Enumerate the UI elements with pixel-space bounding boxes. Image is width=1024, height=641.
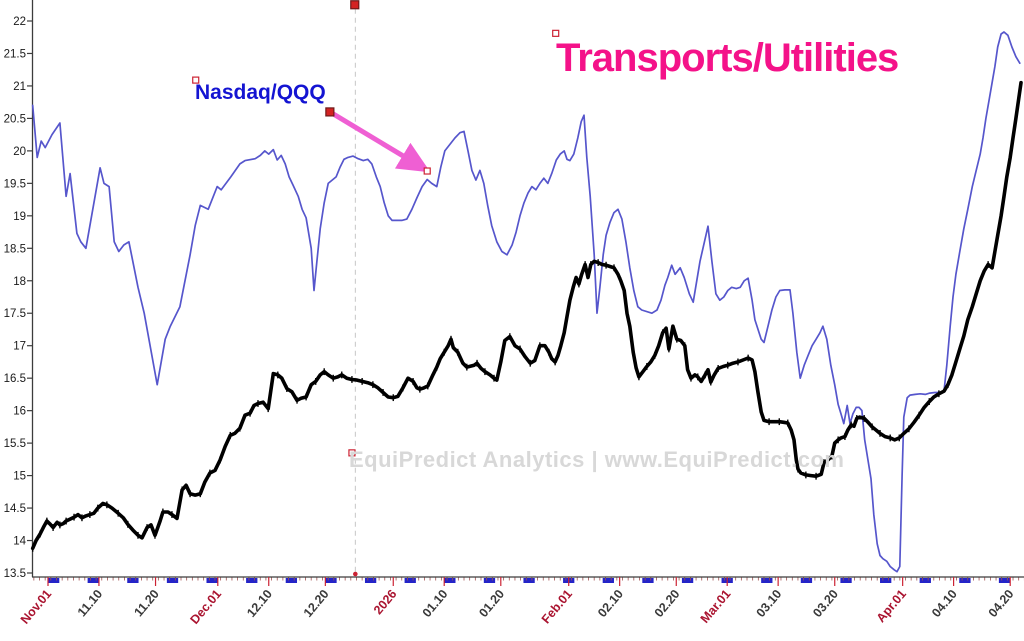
weekend-band <box>48 578 60 583</box>
weekend-band <box>919 578 931 583</box>
x-tick-label: 2026 <box>371 587 400 617</box>
x-tick-label: 12.10 <box>244 587 275 620</box>
y-tick-label: 21 <box>13 81 26 93</box>
weekend-band <box>642 578 654 583</box>
y-tick-label: 18.5 <box>4 243 26 255</box>
annotation-handle[interactable] <box>348 449 356 457</box>
weekend-band <box>166 578 179 583</box>
weekend-band <box>880 578 892 583</box>
y-tick-label: 15.5 <box>4 438 26 450</box>
x-tick-label: 04.10 <box>929 587 960 620</box>
weekend-band <box>840 578 852 583</box>
weekend-band <box>364 578 377 583</box>
y-tick-label: 22 <box>13 16 26 28</box>
transports-utilities-line <box>30 80 1023 551</box>
vline-bottom-handle[interactable] <box>353 571 358 577</box>
weekend-band <box>681 578 694 583</box>
weekend-band <box>483 578 496 583</box>
y-tick-label: 17 <box>13 341 26 353</box>
weekend-band <box>404 578 416 583</box>
weekend-band <box>246 578 258 583</box>
weekend-band <box>602 578 614 583</box>
watermark: EquiPredict Analytics | www.EquiPredict.… <box>349 447 845 472</box>
weekend-band <box>761 578 773 583</box>
x-tick-label: 01.10 <box>420 587 451 620</box>
annotation-handle[interactable] <box>423 167 431 175</box>
x-tick-label: 12.20 <box>301 587 332 620</box>
weekend-band <box>127 578 139 583</box>
annotation-handle[interactable] <box>350 0 360 10</box>
y-tick-label: 19.5 <box>4 178 26 190</box>
weekend-band <box>444 578 456 583</box>
x-tick-label: 02.10 <box>595 587 626 620</box>
y-tick-label: 21.5 <box>4 48 26 60</box>
y-tick-label: 17.5 <box>4 308 26 320</box>
y-tick-label: 16 <box>13 406 26 418</box>
y-tick-label: 16.5 <box>4 373 26 385</box>
y-tick-label: 15 <box>13 471 26 483</box>
weekend-band <box>959 578 971 583</box>
annotation-handle[interactable] <box>192 76 200 84</box>
x-tick-label: Feb.01 <box>539 587 575 626</box>
weekend-band <box>285 578 298 583</box>
y-tick-label: 14.5 <box>4 503 26 515</box>
y-tick-label: 18 <box>13 276 26 288</box>
x-tick-label: 03.10 <box>754 587 785 620</box>
weekend-band <box>325 578 337 583</box>
chart-title-annotation: Transports/Utilities <box>556 36 899 80</box>
nasdaq-qqq-line <box>31 31 1021 573</box>
weekend-band <box>206 578 218 583</box>
annotation-handle[interactable] <box>325 107 335 117</box>
x-tick-label: Apr.01 <box>874 587 909 625</box>
weekend-band <box>800 578 813 583</box>
nasdaq-qqq-label-annotation: Nasdaq/QQQ <box>195 81 326 104</box>
annotation-handle[interactable] <box>552 29 560 37</box>
weekend-band <box>998 578 1011 583</box>
x-tick-label: 04.20 <box>986 587 1017 620</box>
y-tick-label: 14 <box>13 536 26 548</box>
x-tick-label: Dec.01 <box>187 587 224 627</box>
x-tick-label: Mar.01 <box>698 587 734 626</box>
x-tick-label: Nov.01 <box>18 587 55 627</box>
x-tick-label: 02.20 <box>652 587 683 620</box>
x-tick-label: 11.10 <box>75 587 105 619</box>
y-tick-label: 19 <box>13 211 26 223</box>
y-tick-label: 20 <box>13 146 26 158</box>
x-tick-label: 03.20 <box>810 587 841 620</box>
x-tick-label: 11.20 <box>131 587 161 619</box>
weekend-band <box>523 578 535 583</box>
y-tick-label: 20.5 <box>4 113 26 125</box>
y-tick-label: 13.5 <box>4 568 26 580</box>
weekend-band <box>87 578 99 583</box>
annotation-arrow[interactable] <box>328 109 431 173</box>
x-tick-label: 01.20 <box>476 587 507 620</box>
